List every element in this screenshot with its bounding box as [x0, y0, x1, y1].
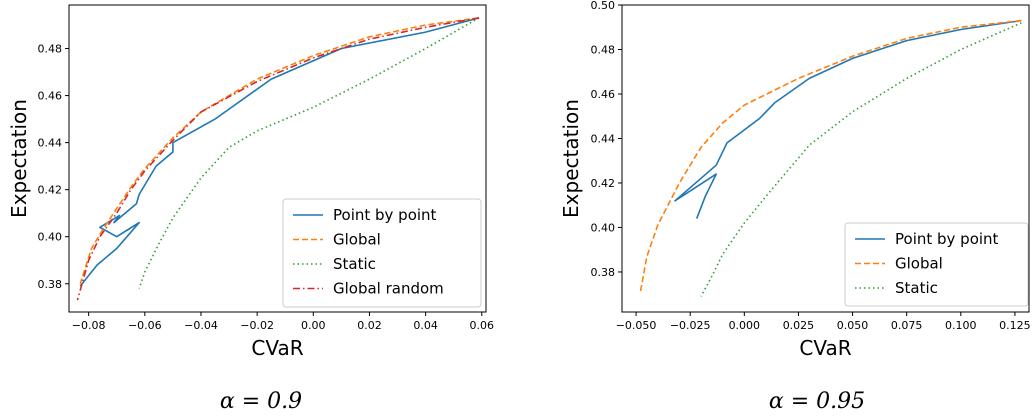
- chart-alpha-0-9: α = 0.9 −0.08 −0.06 −0.04 −0.02 0.00 0.02 0.04…: [7, 4, 495, 414]
- x-tick-label: 0.025: [783, 319, 815, 332]
- x-axis-label: CVaR: [799, 336, 851, 360]
- chart-alpha-0-95: α = 0.95 −0.050 −0.025 0.000 0.025 0.050 0.07…: [559, 0, 1031, 414]
- x-tick-label: 0.00: [301, 319, 326, 332]
- x-tick-label: −0.025: [670, 319, 711, 332]
- x-tick-label: −0.050: [616, 319, 657, 332]
- caption-alpha-0-9: α = 0.9: [220, 389, 302, 414]
- series-line-global: [79, 17, 480, 285]
- x-tick-label: −0.04: [184, 319, 218, 332]
- legend-label: Global: [333, 231, 381, 249]
- y-tick-label: 0.42: [38, 184, 63, 197]
- caption-alpha-0-95: α = 0.95: [769, 389, 865, 414]
- y-tick-label: 0.42: [591, 177, 616, 190]
- x-tick-label: −0.08: [72, 319, 106, 332]
- legend-box: [282, 198, 482, 308]
- series-line-global-random: [76, 17, 480, 301]
- y-tick-label: 0.44: [591, 132, 616, 145]
- y-tick-label: 0.46: [591, 88, 616, 101]
- x-tick-label: 0.02: [357, 319, 382, 332]
- series-line-static: [138, 17, 480, 289]
- y-tick-label: 0.38: [591, 266, 616, 279]
- x-tick-label: 0.000: [729, 319, 761, 332]
- y-tick-label: 0.50: [591, 0, 616, 12]
- plot-frame: [68, 4, 487, 313]
- series-line-global: [639, 19, 1022, 293]
- y-tick-label: 0.40: [591, 221, 616, 234]
- legend: Point by point Global Static: [844, 222, 1029, 307]
- y-axis-label: Expectation: [7, 99, 31, 218]
- y-tick-label: 0.44: [38, 137, 63, 150]
- legend-label: Static: [333, 255, 376, 273]
- x-tick-label: 0.100: [945, 319, 977, 332]
- legend-label: Global random: [333, 280, 444, 298]
- y-tick-label: 0.48: [591, 43, 616, 56]
- legend-label: Global: [895, 255, 943, 273]
- x-tick-label: 0.050: [837, 319, 869, 332]
- series-line-point-by-point: [79, 17, 480, 287]
- y-tick-label: 0.40: [38, 231, 63, 244]
- x-tick-label: 0.125: [999, 319, 1031, 332]
- x-axis-label: CVaR: [251, 336, 303, 360]
- x-tick-label: −0.02: [240, 319, 274, 332]
- legend-label: Point by point: [895, 230, 999, 248]
- plot-frame: [621, 4, 1030, 313]
- y-axis-label: Expectation: [559, 99, 583, 218]
- x-tick-label: 0.06: [470, 319, 495, 332]
- legend-box: [844, 222, 1029, 307]
- y-tick-label: 0.38: [38, 278, 63, 291]
- y-tick-label: 0.48: [38, 43, 63, 56]
- legend: Point by point Global Static Global random: [282, 198, 482, 308]
- x-tick-label: 0.04: [413, 319, 438, 332]
- legend-label: Point by point: [333, 206, 437, 224]
- series-line-static: [700, 22, 1022, 297]
- x-tick-label: −0.06: [128, 319, 162, 332]
- x-tick-label: 0.075: [891, 319, 923, 332]
- y-tick-label: 0.46: [38, 90, 63, 103]
- legend-label: Static: [895, 279, 938, 297]
- series-line-point-by-point: [674, 19, 1022, 219]
